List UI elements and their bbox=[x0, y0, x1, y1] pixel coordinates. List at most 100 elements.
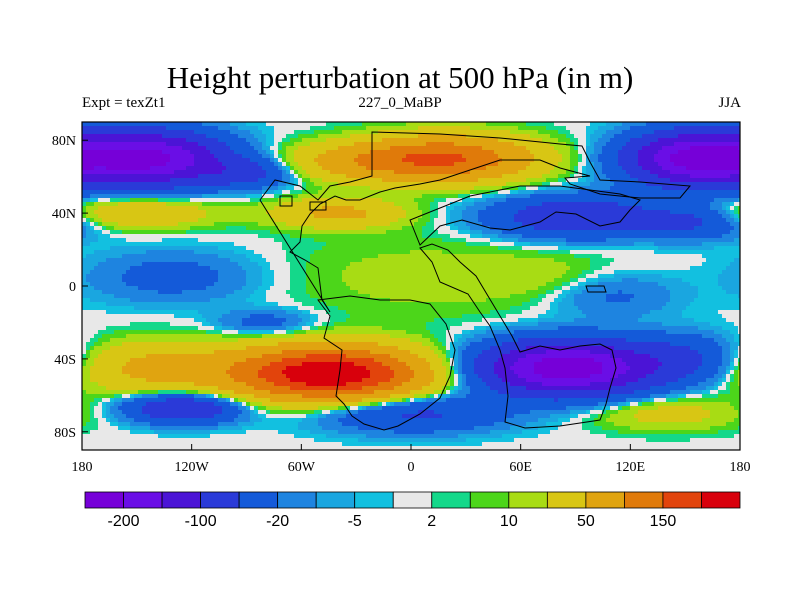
field-cell bbox=[542, 182, 547, 187]
field-cell bbox=[390, 218, 395, 223]
field-cell bbox=[302, 226, 307, 231]
field-cell bbox=[714, 122, 719, 127]
field-cell bbox=[266, 222, 271, 227]
field-cell bbox=[82, 162, 87, 167]
field-cell bbox=[302, 214, 307, 219]
field-cell bbox=[134, 194, 139, 199]
field-cell bbox=[146, 134, 151, 139]
field-cell bbox=[326, 166, 331, 171]
field-cell bbox=[694, 174, 699, 179]
field-cell bbox=[386, 238, 391, 243]
field-cell bbox=[246, 122, 251, 127]
field-cell bbox=[214, 222, 219, 227]
field-cell bbox=[530, 130, 535, 135]
field-cell bbox=[562, 158, 567, 163]
field-cell bbox=[354, 190, 359, 195]
field-cell bbox=[666, 210, 671, 215]
field-cell bbox=[738, 190, 740, 195]
field-cell bbox=[654, 122, 659, 127]
field-cell bbox=[310, 174, 315, 179]
field-cell bbox=[214, 194, 219, 199]
field-cell bbox=[442, 126, 447, 131]
field-cell bbox=[418, 230, 423, 235]
field-cell bbox=[486, 186, 491, 191]
field-cell bbox=[598, 150, 603, 155]
field-cell bbox=[158, 126, 163, 131]
field-cell bbox=[690, 194, 695, 199]
field-cell bbox=[566, 126, 571, 131]
field-cell bbox=[274, 186, 279, 191]
field-cell bbox=[698, 202, 703, 207]
field-cell bbox=[546, 122, 551, 127]
field-cell bbox=[290, 142, 295, 147]
field-cell bbox=[390, 190, 395, 195]
field-cell bbox=[294, 210, 299, 215]
field-cell bbox=[522, 154, 527, 159]
field-cell bbox=[162, 130, 167, 135]
field-cell bbox=[534, 150, 539, 155]
field-cell bbox=[518, 206, 523, 211]
field-cell bbox=[466, 234, 471, 239]
field-cell bbox=[146, 154, 151, 159]
field-cell bbox=[642, 206, 647, 211]
field-cell bbox=[234, 226, 239, 231]
field-cell bbox=[262, 146, 267, 151]
field-cell bbox=[650, 154, 655, 159]
field-cell bbox=[198, 134, 203, 139]
field-cell bbox=[538, 126, 543, 131]
field-cell bbox=[738, 162, 740, 167]
field-cell bbox=[726, 170, 731, 175]
field-cell bbox=[250, 134, 255, 139]
field-cell bbox=[482, 166, 487, 171]
field-cell bbox=[338, 126, 343, 131]
field-cell bbox=[478, 130, 483, 135]
field-cell bbox=[390, 174, 395, 179]
field-cell bbox=[306, 182, 311, 187]
field-cell bbox=[282, 198, 287, 203]
field-cell bbox=[430, 194, 435, 199]
field-cell bbox=[646, 138, 651, 143]
field-cell bbox=[366, 214, 371, 219]
field-cell bbox=[562, 202, 567, 207]
field-cell bbox=[406, 222, 411, 227]
field-cell bbox=[154, 186, 159, 191]
field-cell bbox=[350, 194, 355, 199]
field-cell bbox=[642, 142, 647, 147]
field-cell bbox=[506, 202, 511, 207]
field-cell bbox=[694, 218, 699, 223]
field-cell bbox=[94, 166, 99, 171]
field-cell bbox=[130, 178, 135, 183]
field-cell bbox=[238, 202, 243, 207]
field-cell bbox=[690, 230, 695, 235]
field-cell bbox=[322, 142, 327, 147]
field-cell bbox=[722, 202, 727, 207]
field-cell bbox=[558, 206, 563, 211]
field-cell bbox=[246, 130, 251, 135]
field-cell bbox=[554, 150, 559, 155]
field-cell bbox=[442, 170, 447, 175]
field-cell bbox=[402, 214, 407, 219]
field-cell bbox=[290, 238, 295, 243]
field-cell bbox=[602, 158, 607, 163]
field-cell bbox=[526, 226, 531, 231]
field-cell bbox=[574, 238, 579, 243]
field-cell bbox=[670, 238, 675, 243]
field-cell bbox=[394, 150, 399, 155]
field-cell bbox=[234, 134, 239, 139]
field-cell bbox=[738, 234, 740, 239]
field-cell bbox=[454, 186, 459, 191]
field-cell bbox=[570, 230, 575, 235]
field-cell bbox=[142, 138, 147, 143]
field-cell bbox=[398, 138, 403, 143]
field-cell bbox=[442, 234, 447, 239]
field-cell bbox=[186, 226, 191, 231]
field-cell bbox=[526, 194, 531, 199]
field-cell bbox=[710, 134, 715, 139]
field-cell bbox=[442, 218, 447, 223]
field-cell bbox=[558, 198, 563, 203]
field-cell bbox=[302, 158, 307, 163]
field-cell bbox=[450, 226, 455, 231]
field-cell bbox=[566, 230, 571, 235]
field-cell bbox=[86, 198, 91, 203]
field-cell bbox=[522, 194, 527, 199]
